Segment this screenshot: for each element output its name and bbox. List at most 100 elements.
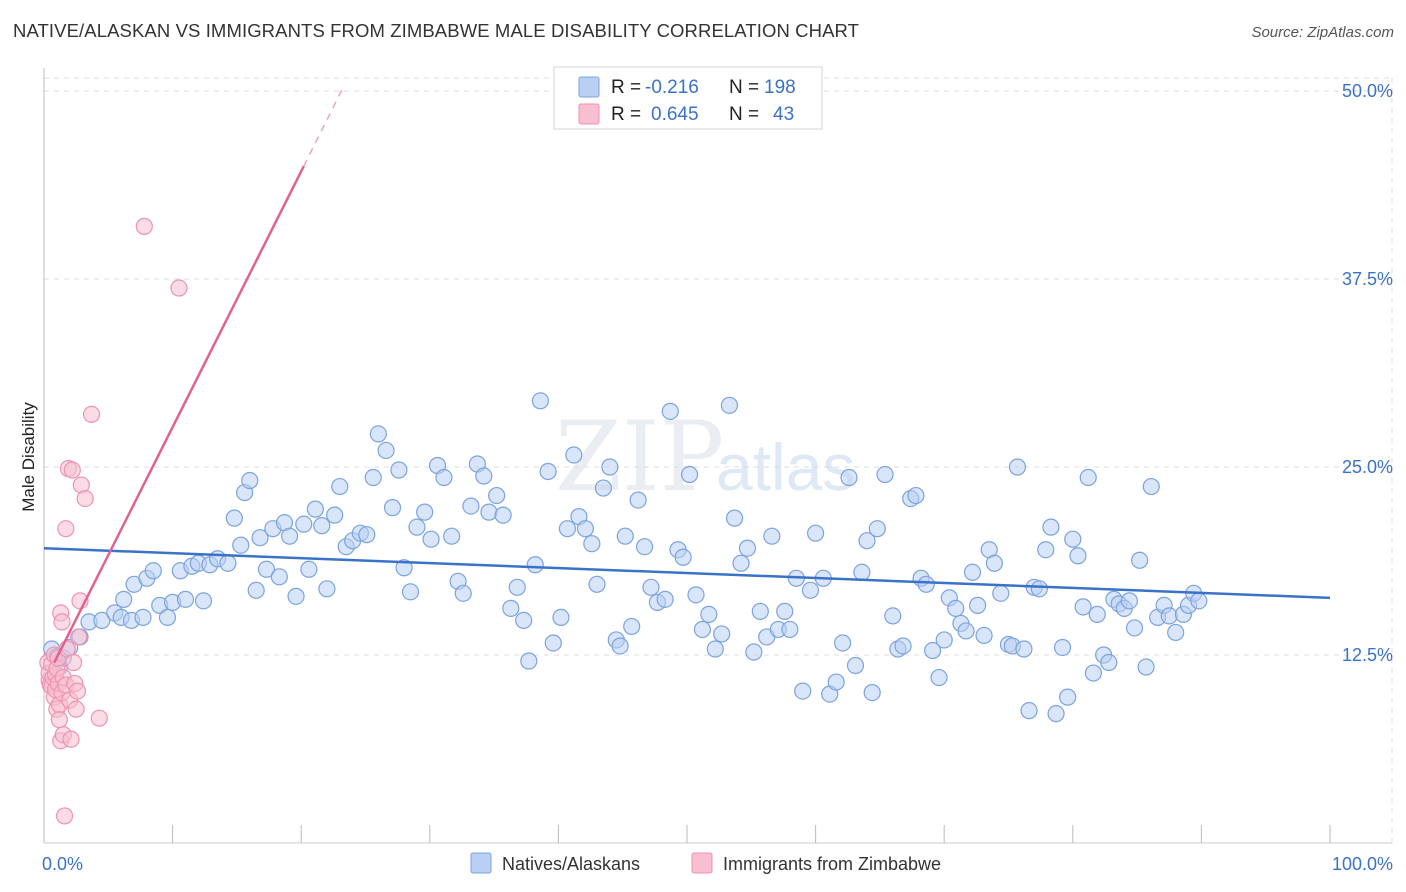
point-natives-182 (1160, 607, 1178, 625)
trend-lines (43, 86, 1331, 664)
point-zimbabwe-40 (90, 709, 108, 727)
point-natives-140 (930, 668, 948, 687)
point-natives-31 (247, 581, 265, 599)
series-immigrants-zimbabwe (39, 217, 188, 825)
series-natives-alaskans (43, 392, 1208, 723)
point-natives-52 (377, 441, 395, 460)
point-zimbabwe-35 (70, 628, 88, 646)
point-natives-69 (488, 486, 506, 505)
watermark: ZIP atlas (555, 401, 855, 513)
point-natives-141 (935, 631, 953, 649)
point-natives-72 (508, 578, 526, 596)
stats-n-label-pink: N = (729, 104, 759, 125)
point-natives-77 (539, 462, 557, 481)
point-natives-86 (594, 479, 613, 497)
point-natives-73 (515, 611, 533, 630)
point-natives-74 (520, 652, 538, 670)
point-natives-176 (1125, 619, 1144, 637)
point-natives-81 (565, 446, 583, 464)
point-zimbabwe-34 (68, 682, 87, 700)
point-natives-89 (611, 637, 629, 655)
point-natives-100 (680, 465, 699, 484)
point-natives-134 (894, 637, 912, 655)
y-tick-label-2: 37.5% (1342, 269, 1393, 289)
point-natives-146 (963, 563, 982, 581)
legend-label-pink: Immigrants from Zimbabwe (723, 854, 941, 874)
point-natives-178 (1137, 658, 1155, 676)
point-natives-130 (868, 520, 886, 538)
point-natives-10 (115, 590, 133, 608)
point-natives-43 (318, 580, 336, 598)
point-natives-107 (725, 509, 744, 527)
point-natives-17 (158, 608, 177, 627)
point-natives-175 (1120, 592, 1138, 610)
point-natives-37 (281, 527, 299, 545)
point-natives-168 (1084, 664, 1102, 682)
trend-line-zimbabwe (53, 165, 305, 664)
point-natives-154 (1008, 458, 1027, 476)
point-natives-187 (1190, 592, 1208, 610)
point-natives-101 (687, 586, 705, 604)
point-natives-163 (1059, 688, 1077, 706)
x-tick-label-min: 0.0% (42, 854, 83, 874)
point-natives-119 (801, 581, 820, 599)
legend: Natives/Alaskans Immigrants from Zimbabw… (470, 852, 941, 874)
x-tick-labels: 0.0% 100.0% (42, 854, 1393, 874)
point-zimbabwe-41 (135, 217, 153, 235)
point-natives-7 (93, 611, 111, 630)
legend-swatch-blue (470, 852, 492, 874)
point-natives-109 (738, 539, 757, 557)
point-natives-56 (401, 583, 420, 601)
point-natives-118 (794, 682, 812, 700)
point-natives-35 (270, 568, 288, 586)
point-natives-44 (326, 506, 344, 524)
point-natives-138 (917, 575, 935, 593)
point-natives-97 (661, 402, 679, 420)
stats-box: R = -0.216 N = 198 R = 0.645 N = 43 (553, 66, 823, 130)
point-natives-104 (706, 640, 724, 658)
point-zimbabwe-16 (50, 711, 69, 729)
point-natives-33 (257, 560, 276, 578)
point-natives-103 (700, 605, 718, 623)
point-natives-132 (884, 607, 902, 625)
point-natives-162 (1053, 638, 1072, 657)
point-natives-79 (552, 608, 570, 627)
point-natives-125 (840, 468, 858, 487)
point-natives-64 (454, 584, 472, 602)
point-natives-76 (531, 392, 549, 410)
stats-r-value-blue: -0.216 (645, 77, 699, 98)
point-natives-126 (846, 656, 865, 675)
point-natives-106 (720, 396, 739, 414)
point-natives-87 (601, 458, 619, 476)
point-natives-129 (863, 683, 881, 702)
point-natives-179 (1142, 477, 1160, 496)
chart-title: NATIVE/ALASKAN VS IMMIGRANTS FROM ZIMBAB… (13, 20, 860, 41)
point-natives-68 (480, 503, 498, 521)
point-natives-124 (834, 634, 852, 652)
point-natives-127 (853, 563, 871, 581)
point-natives-49 (358, 526, 376, 544)
stats-r-value-pink: 0.645 (651, 104, 699, 125)
stats-swatch-blue (578, 76, 600, 98)
point-natives-177 (1131, 551, 1149, 569)
point-natives-128 (858, 532, 876, 550)
y-axis-label: Male Disability (19, 402, 38, 512)
point-natives-116 (781, 620, 799, 639)
point-natives-54 (390, 461, 408, 479)
point-natives-120 (806, 524, 825, 542)
stats-swatch-pink (578, 103, 600, 125)
point-natives-110 (745, 643, 763, 661)
point-natives-15 (144, 562, 162, 580)
trend-line-natives (43, 546, 1331, 600)
point-natives-75 (526, 556, 544, 574)
point-natives-78 (544, 634, 562, 652)
point-natives-80 (558, 520, 577, 538)
point-natives-102 (693, 620, 712, 639)
point-natives-99 (674, 548, 692, 566)
point-natives-159 (1037, 541, 1055, 559)
point-natives-61 (435, 468, 453, 487)
point-natives-53 (383, 499, 402, 517)
y-tick-label-1: 25.0% (1342, 457, 1393, 477)
point-natives-108 (732, 554, 750, 572)
point-natives-83 (576, 520, 595, 538)
